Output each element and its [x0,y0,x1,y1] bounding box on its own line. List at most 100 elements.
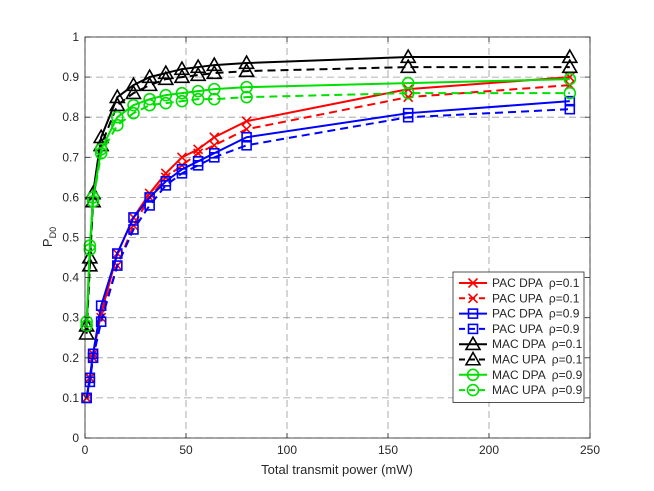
legend-label: PAC UPA ρ=0.1 [492,291,580,305]
data-point-circle-marker [175,86,189,100]
data-point-x-marker [176,152,188,163]
y-tick-label: 0 [72,431,79,445]
y-tick-label: 0.1 [62,391,79,405]
data-point-circle-marker [83,243,97,256]
legend-entry: PAC DPA ρ=0.1 [459,276,580,290]
y-tick-label: 0.4 [62,271,79,285]
data-point-circle-marker [127,98,140,112]
legend-entry: PAC DPA ρ=0.9 [459,307,580,321]
data-point-triangle-marker [125,84,142,100]
data-point-circle-marker [466,383,480,397]
data-point-triangle-marker [141,68,159,84]
data-point-square-marker [402,111,414,123]
series-line [85,66,570,334]
legend-label: MAC DPA ρ=0.1 [492,337,583,351]
y-tick-label: 0.5 [62,231,79,245]
data-point-triangle-marker [464,350,482,366]
series-line [85,108,570,399]
marker-stroke [241,116,252,127]
legend-entry: MAC DPA ρ=0.9 [459,368,583,382]
data-point-circle-marker [127,106,140,120]
data-point-circle-marker [159,88,173,102]
data-point-triangle-marker [399,48,417,64]
data-point-circle-marker [240,90,253,104]
data-point-triangle-marker [561,58,579,74]
legend-label: MAC DPA ρ=0.9 [492,368,583,382]
legend-entry: MAC UPA ρ=0.9 [459,383,583,397]
legend-rho-label: ρ=0.1 [549,291,580,305]
data-point-circle-marker [563,86,577,100]
data-point-triangle-marker [205,56,223,72]
data-point-circle-marker [143,98,156,112]
series-line [85,100,570,399]
data-point-square-marker [160,180,172,191]
legend-series-name: PAC DPA [492,276,543,290]
legend-entry: MAC DPA ρ=0.1 [459,335,583,351]
legend-series-name: MAC UPA [492,383,546,397]
legend-rho-label: ρ=0.9 [549,307,580,321]
data-point-square-marker [467,323,479,335]
data-point-square-marker [81,392,92,404]
data-point-circle-marker [466,368,480,382]
y-tick-label: 0.8 [62,110,79,124]
data-point-square-marker [95,316,107,328]
series-5 [78,58,579,340]
x-tick-label: 250 [580,443,600,457]
data-point-triangle-marker [108,88,126,104]
series-line [85,92,570,326]
data-point-circle-marker [191,92,205,106]
legend-rho-label: ρ=0.1 [552,337,583,351]
y-tick-label: 0.7 [62,150,79,164]
data-point-square-marker [564,95,576,107]
data-point-circle-marker [143,92,156,106]
data-point-triangle-marker [238,54,255,70]
marker-stroke [176,152,188,163]
data-point-square-marker [241,139,252,151]
legend-series-name: MAC UPA [492,353,546,367]
legend-rho-label: ρ=0.9 [552,383,583,397]
data-point-triangle-marker [173,68,191,84]
legend-label: MAC UPA ρ=0.9 [492,383,583,397]
y-tick-label: 0.2 [62,351,79,365]
data-point-circle-marker [207,92,221,106]
data-point-triangle-marker [125,76,142,92]
data-point-triangle-marker [141,76,159,92]
legend-entry: PAC UPA ρ=0.9 [459,322,580,336]
data-point-circle-marker [80,319,93,333]
data-point-circle-marker [159,96,173,110]
series-line [85,84,570,399]
data-point-square-marker [128,212,139,223]
series-3 [81,103,576,404]
legend-entry: PAC UPA ρ=0.1 [459,291,580,305]
legend-rho-label: ρ=0.9 [552,368,583,382]
marker-stroke [193,144,204,155]
legend-entry: MAC UPA ρ=0.1 [459,350,583,367]
data-point-circle-marker [207,82,221,96]
data-point-circle-marker [401,86,415,100]
data-point-circle-marker [111,110,124,124]
data-point-triangle-marker [157,70,175,86]
data-point-triangle-marker [78,325,95,340]
marker-stroke [403,92,414,103]
data-point-circle-marker [94,146,108,160]
data-point-x-marker [467,277,479,289]
svg-text:PD0: PD0 [40,227,58,247]
data-point-triangle-marker [189,58,207,74]
data-point-triangle-marker [108,96,126,112]
data-point-square-marker [564,103,576,115]
data-point-triangle-marker [205,64,223,80]
data-point-square-marker [144,192,155,203]
legend-series-name: PAC UPA [492,291,543,305]
data-point-square-marker [192,160,204,171]
legend-label: PAC DPA ρ=0.9 [492,307,580,321]
data-point-circle-marker [240,80,253,94]
data-point-circle-marker [563,72,577,86]
legend-series-name: PAC DPA [492,307,543,321]
data-point-circle-marker [401,76,415,90]
y-axis-label-main: P [40,238,55,247]
data-point-square-marker [112,260,123,271]
data-point-square-marker [128,224,139,235]
data-point-triangle-marker [561,48,579,64]
legend-rho-label: ρ=0.9 [549,322,580,336]
